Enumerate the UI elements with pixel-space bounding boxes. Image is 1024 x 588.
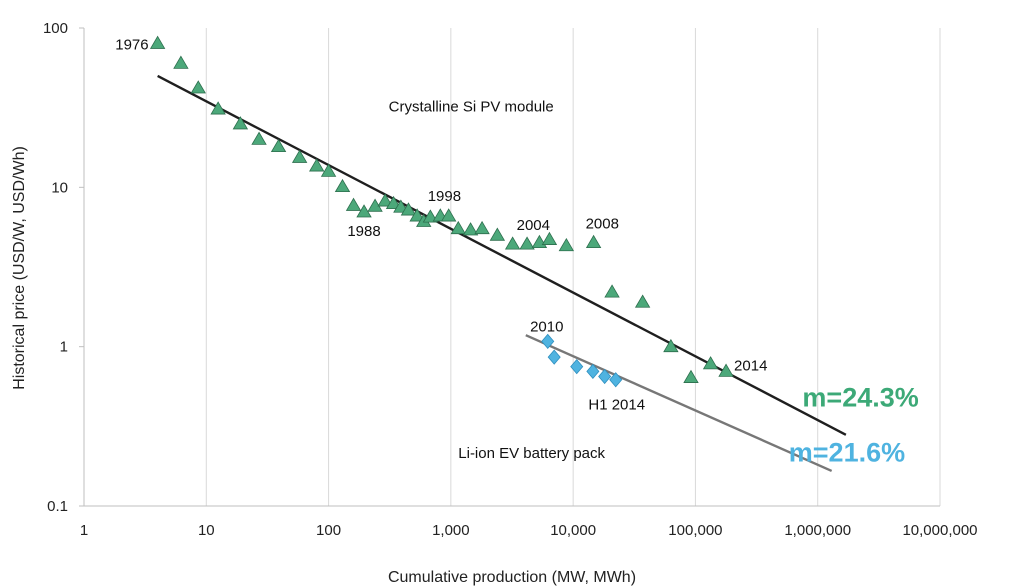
- point-labels: 1976 1988 1998 2004 2008 2014 2010 H1 2014: [115, 36, 767, 413]
- x-tick-label: 100: [316, 522, 341, 539]
- data-points: [149, 35, 734, 388]
- pv-module-point: [634, 294, 651, 308]
- point-label: 1976: [115, 36, 148, 53]
- point-label: 2008: [586, 216, 619, 233]
- gridlines: [205, 28, 941, 506]
- pv-module-point: [541, 231, 558, 245]
- pv-module-point: [519, 236, 535, 250]
- battery-pack-point: [609, 372, 623, 388]
- pv-module-point: [663, 338, 679, 353]
- point-label: H1 2014: [588, 397, 645, 414]
- point-label: 2004: [517, 217, 550, 234]
- pv-module-point: [251, 131, 267, 145]
- pv-module-point: [334, 178, 351, 193]
- battery-pack-point: [586, 363, 600, 379]
- pv-module-point: [702, 356, 719, 370]
- x-tick-label: 1,000: [432, 522, 470, 539]
- pv-module-point: [462, 222, 479, 236]
- x-axis-title: Cumulative production (MW, MWh): [388, 569, 636, 586]
- pv-module-point: [585, 234, 602, 248]
- y-tick-label: 10: [51, 179, 68, 196]
- battery-pack-point: [570, 358, 584, 375]
- pv-module-point: [683, 369, 699, 383]
- pv-module-point: [604, 284, 620, 298]
- battery-pack-point: [541, 333, 555, 349]
- battery-pack-point: [598, 368, 612, 385]
- pv-module-point: [422, 209, 439, 223]
- pv-module-point: [474, 220, 490, 235]
- pv-module-point: [173, 55, 189, 69]
- x-tick-label: 10,000,000: [902, 522, 977, 539]
- series-label: Li-ion EV battery pack: [458, 445, 605, 462]
- learning-rate-label: m=21.6%: [789, 438, 905, 468]
- pv-module-point: [718, 363, 734, 377]
- series-label: Crystalline Si PV module: [389, 98, 554, 115]
- y-axis-title: Historical price (USD/W, USD/Wh): [11, 146, 28, 390]
- pv-module-point: [450, 220, 466, 235]
- pv-module-point: [440, 208, 457, 222]
- y-tick-label: 1: [60, 339, 68, 356]
- pv-module-point: [409, 208, 425, 222]
- pv-module-point: [385, 195, 402, 210]
- pv-module-point: [393, 199, 409, 213]
- point-label: 1988: [347, 223, 380, 240]
- pv-module-point: [400, 202, 417, 216]
- trendline: [157, 74, 847, 436]
- battery-pack-point: [547, 349, 561, 365]
- axes: 1 10 100 1,000 10,000 100,000 1,000,000 10,000,…: [43, 20, 978, 539]
- pv-module-point: [309, 158, 325, 172]
- pv-module-point: [345, 197, 362, 211]
- pv-module-point: [149, 35, 166, 49]
- y-tick-label: 0.1: [47, 498, 68, 515]
- pv-module-point: [356, 204, 372, 218]
- annotations: Crystalline Si PV module Li-ion EV batter…: [389, 98, 919, 467]
- pv-module-point: [190, 80, 206, 94]
- point-label: 1998: [428, 188, 461, 205]
- pv-module-point: [558, 237, 575, 252]
- x-tick-label: 100,000: [668, 522, 722, 539]
- x-tick-label: 1: [80, 522, 88, 539]
- pv-module-point: [210, 101, 226, 115]
- learning-rate-label: m=24.3%: [802, 383, 918, 413]
- trendline: [525, 334, 833, 473]
- pv-module-point: [270, 138, 287, 153]
- pv-module-point: [377, 193, 393, 207]
- pv-module-point: [320, 163, 337, 177]
- point-label: 2010: [530, 318, 563, 335]
- pv-module-point: [504, 236, 521, 250]
- x-tick-label: 1,000,000: [784, 522, 851, 539]
- x-tick-label: 10,000: [550, 522, 596, 539]
- x-tick-label: 10: [198, 522, 215, 539]
- pv-module-point: [489, 227, 506, 241]
- pv-module-point: [232, 116, 249, 130]
- y-tick-label: 100: [43, 20, 68, 37]
- pv-module-point: [291, 149, 308, 163]
- point-label: 2014: [734, 357, 767, 374]
